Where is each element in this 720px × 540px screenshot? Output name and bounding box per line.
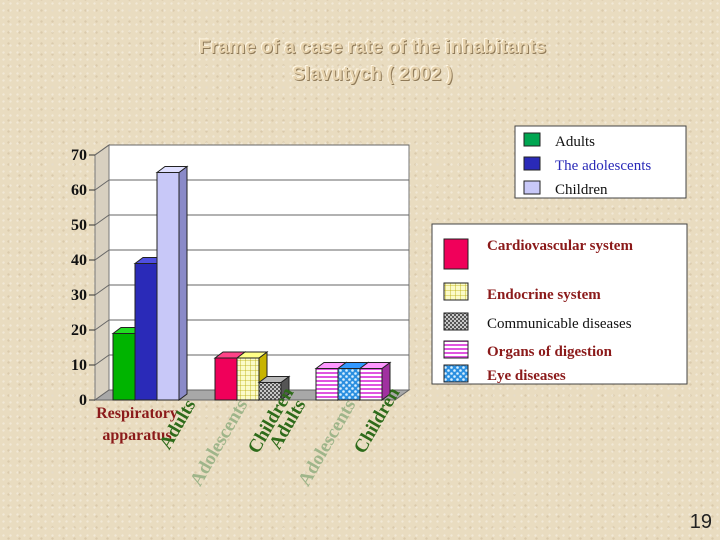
legend-label: Cardiovascular system xyxy=(487,238,633,254)
title-line-1: Frame of a case rate of the inhabitants xyxy=(198,37,547,58)
legend-swatch-organs-of-digestion xyxy=(443,340,469,359)
legend-swatch-eye-diseases xyxy=(443,364,469,383)
legend-swatch-communicable-diseases xyxy=(443,312,469,331)
chart-side-wall xyxy=(94,144,110,401)
legend-swatch-the-adolescents xyxy=(523,156,541,171)
bar-front xyxy=(134,263,158,401)
bar-top xyxy=(235,351,269,359)
bar-side xyxy=(178,165,188,401)
legend-swatch-adults xyxy=(523,132,541,147)
bar-top xyxy=(155,166,189,173)
gridline-side xyxy=(94,179,110,191)
y-tick-label: 20 xyxy=(71,322,87,339)
gridline-side xyxy=(94,249,110,261)
legend-systems-box xyxy=(431,223,688,385)
bar-front xyxy=(112,333,136,401)
legend-label: Adults xyxy=(555,134,595,150)
bar-children-cardiovascular-system xyxy=(257,375,291,401)
bar-top xyxy=(358,362,392,369)
legend-age-box xyxy=(514,125,687,199)
gridline-side xyxy=(94,354,110,366)
y-tick-label: 30 xyxy=(71,287,87,304)
legend-swatch-endocrine-system xyxy=(443,282,469,301)
page-number: 19 xyxy=(689,511,712,533)
gridline-side xyxy=(94,214,110,226)
x-label-respiratory: Respiratory xyxy=(96,405,178,422)
legend-label: The adolescents xyxy=(555,158,651,174)
y-tick-label: 50 xyxy=(71,217,87,234)
bar-front xyxy=(337,368,361,401)
bar-top xyxy=(257,376,291,383)
x-label-apparatus: apparatus xyxy=(102,427,171,444)
slide-title: Frame of a case rate of the inhabitants … xyxy=(0,34,720,88)
bar-front xyxy=(236,357,260,401)
bar-front xyxy=(156,172,180,401)
bar-front xyxy=(214,357,238,401)
legend-label: Endocrine system xyxy=(487,287,601,303)
y-tick-label: 40 xyxy=(71,252,87,269)
bar-front xyxy=(315,368,339,401)
gridline-side xyxy=(94,284,110,296)
title-line-2: Slavutych ( 2002 ) xyxy=(292,64,453,85)
legend-label: Eye diseases xyxy=(487,368,566,384)
legend-swatch-cardiovascular-system xyxy=(443,238,469,270)
bar-children-respiratory-apparatus xyxy=(155,165,189,401)
gridline-side xyxy=(94,144,110,156)
legend-swatch-children xyxy=(523,180,541,195)
legend-label: Communicable diseases xyxy=(487,316,632,332)
legend-label: Organs of digestion xyxy=(487,344,613,360)
legend-label: Children xyxy=(555,182,608,198)
gridline-side xyxy=(94,319,110,331)
bar-children-organs-of-digestion xyxy=(358,361,392,401)
y-tick-label: 60 xyxy=(71,182,87,199)
y-tick-label: 70 xyxy=(71,147,87,164)
y-tick-label: 10 xyxy=(71,357,87,374)
y-tick-label: 0 xyxy=(79,392,87,409)
